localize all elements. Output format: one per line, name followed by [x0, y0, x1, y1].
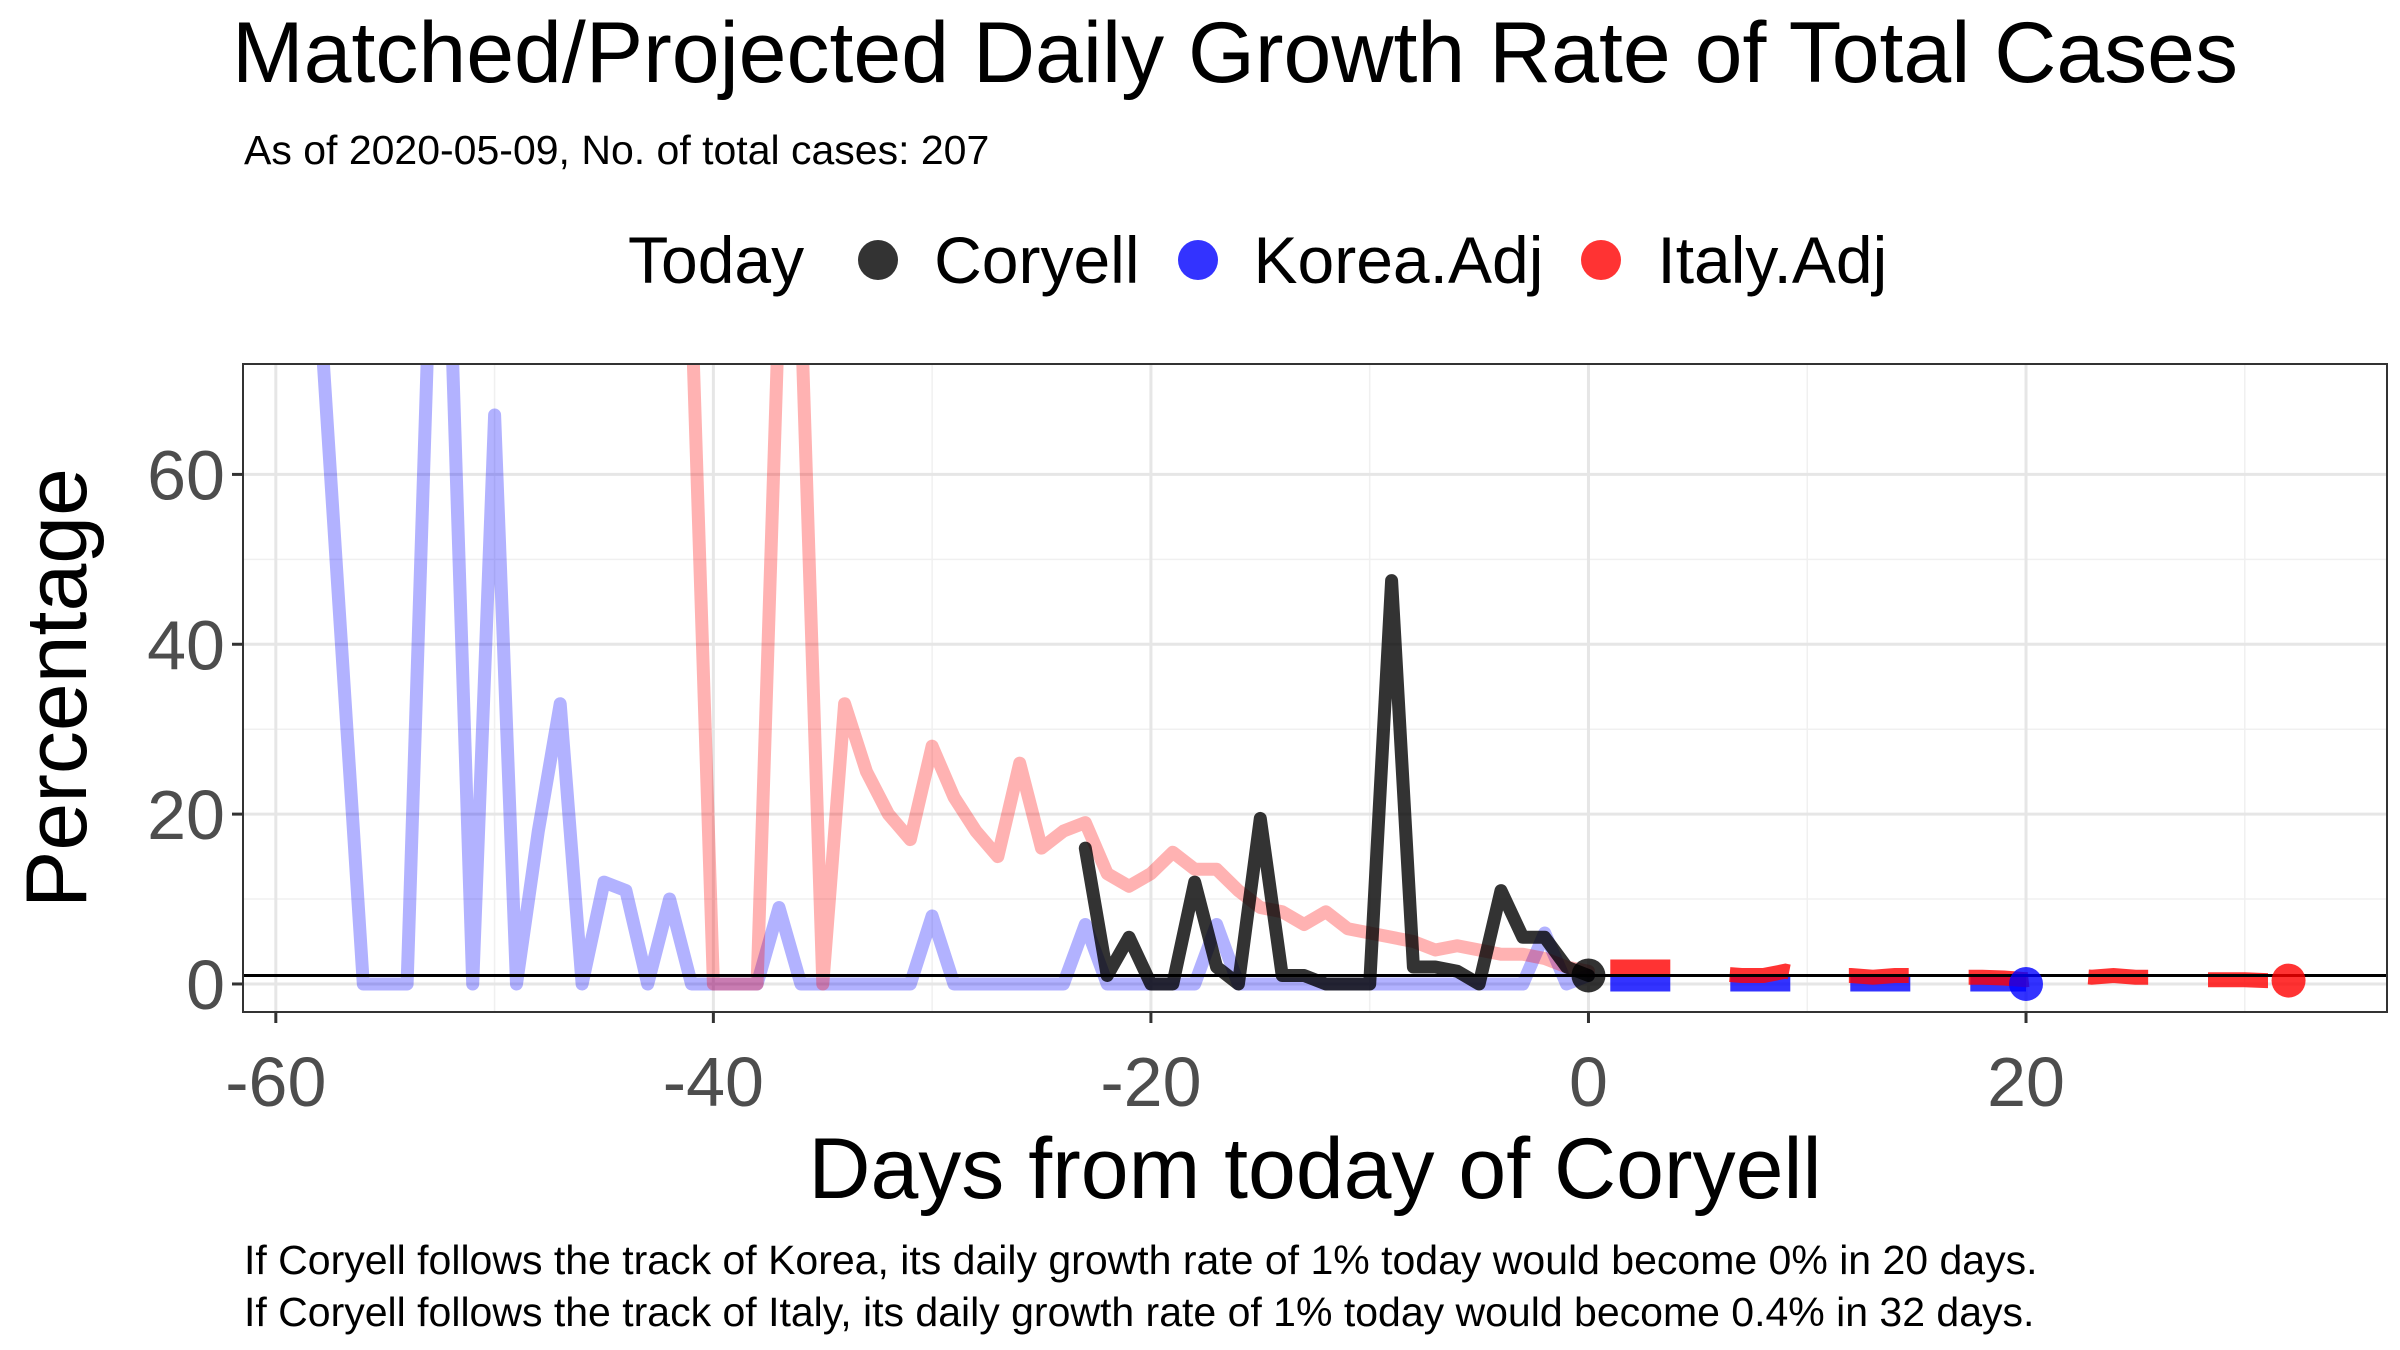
x-tick-label: -20 — [1100, 1043, 1201, 1121]
projection-line-italy-adj — [1610, 959, 2289, 989]
legend-title: Today — [628, 223, 805, 297]
y-tick-label: 40 — [147, 606, 225, 684]
legend-label-italy: Italy.Adj — [1657, 223, 1888, 297]
series-line-coryell — [1078, 574, 1595, 991]
legend-dot-coryell — [858, 240, 899, 280]
series-clip-group — [316, 364, 2289, 992]
x-tick-label: 0 — [1569, 1043, 1608, 1121]
y-axis-title: Percentage — [9, 468, 105, 908]
legend-dot-italy — [1581, 240, 1622, 280]
plot-panel-border — [242, 363, 2388, 1013]
legend-item-coryell: Coryell — [858, 222, 1140, 298]
legend-item-korea: Korea.Adj — [1177, 222, 1544, 298]
today-point-korea-adj — [2009, 966, 2044, 1001]
y-tick-label: 20 — [147, 776, 225, 854]
series-line-italy-adj — [686, 364, 1595, 991]
chart-title: Matched/Projected Daily Growth Rate of T… — [232, 5, 2239, 101]
chart-subtitle: As of 2020-05-09, No. of total cases: 20… — [244, 127, 990, 173]
legend-dot-korea — [1177, 240, 1218, 280]
legend-item-italy: Italy.Adj — [1581, 222, 1887, 298]
axes: -60 -40 -20 0 20 0 20 40 60 — [147, 436, 2065, 1121]
series-line-korea-adj — [316, 364, 1595, 991]
x-axis-title: Days from today of Coryell — [808, 1121, 1821, 1217]
x-tick-label: 20 — [1987, 1043, 2065, 1121]
annotation-korea: If Coryell follows the track of Korea, i… — [244, 1237, 2038, 1283]
x-tick-label: -40 — [663, 1043, 764, 1121]
legend: Today Coryell Korea.Adj Italy.Adj — [628, 220, 1925, 300]
series-lines — [316, 364, 2289, 992]
today-point-coryell — [1571, 958, 1606, 993]
annotation-italy: If Coryell follows the track of Italy, i… — [244, 1289, 2035, 1335]
y-tick-label: 60 — [147, 436, 225, 514]
legend-label-korea: Korea.Adj — [1253, 223, 1544, 297]
today-points — [1571, 958, 2306, 1001]
y-tick-label: 0 — [186, 946, 225, 1024]
x-tick-label: -60 — [225, 1043, 326, 1121]
legend-label-coryell: Coryell — [934, 223, 1140, 297]
today-point-italy-adj — [2271, 963, 2306, 998]
